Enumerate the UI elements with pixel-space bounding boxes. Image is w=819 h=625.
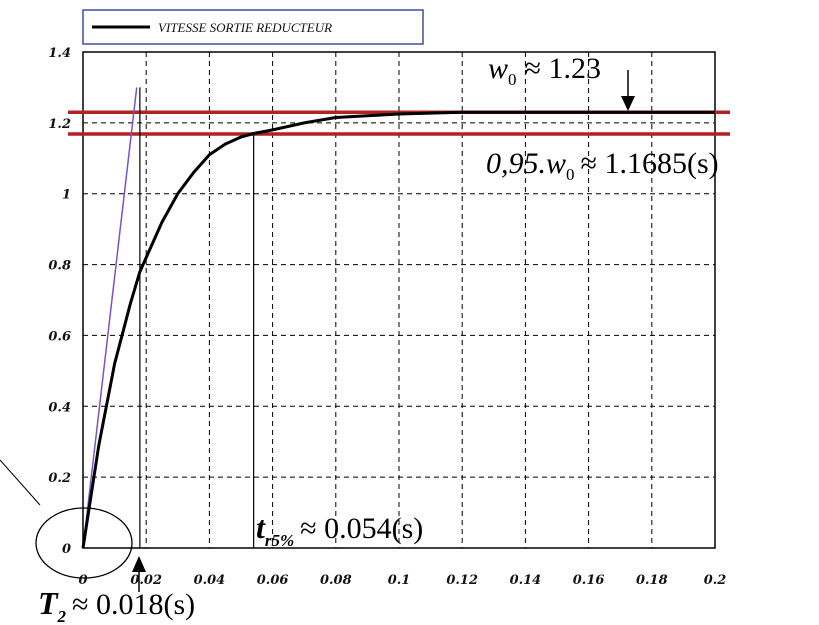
origin-circle — [35, 507, 133, 579]
x-axis-ticks: 0 0.02 0.04 0.06 0.08 0.1 0.12 0.14 0.16 0.18 0.2 — [78, 573, 726, 588]
w0-annotation: w0 ≈ 1.23 — [488, 52, 601, 89]
y-tick-label: 0.2 — [48, 471, 71, 486]
y-tick-label: 1 — [62, 188, 71, 203]
y-tick-label: 0.6 — [48, 329, 71, 344]
x-tick-label: 0.04 — [194, 573, 226, 588]
t2-arrow — [132, 556, 146, 592]
x-tick-label: 0.06 — [257, 573, 289, 588]
x-tick-label: 0.12 — [446, 573, 478, 588]
x-tick-label: 0.16 — [573, 573, 605, 588]
x-tick-label: 0.18 — [636, 573, 668, 588]
y-axis-ticks: 0 0.2 0.4 0.6 0.8 1 1.2 1.4 — [48, 46, 71, 557]
x-tick-label: 0.1 — [388, 573, 411, 588]
y-tick-label: 0 — [62, 542, 71, 557]
w0-arrow — [621, 70, 635, 111]
pointer-line — [0, 459, 41, 506]
x-tick-label: 0 — [78, 573, 87, 588]
tr5-annotation: tr5% ≈ 0.054(s) — [256, 509, 423, 550]
x-tick-label: 0.02 — [130, 573, 162, 588]
y-tick-label: 0.4 — [48, 400, 71, 415]
legend-label: VITESSE SORTIE REDUCTEUR — [158, 20, 332, 35]
x-tick-label: 0.08 — [320, 573, 352, 588]
y-tick-label: 1.4 — [48, 46, 71, 61]
grid-lines — [83, 52, 715, 548]
series-group — [81, 110, 715, 549]
tangent-line — [82, 87, 138, 549]
series-line — [81, 110, 715, 549]
y-tick-label: 0.8 — [48, 259, 71, 274]
band-annotation: 0,95.w0 ≈ 1.1685(s) — [486, 147, 719, 184]
x-tick-label: 0.2 — [704, 573, 727, 588]
legend: VITESSE SORTIE REDUCTEUR — [82, 9, 424, 45]
t2-annotation: T2 ≈ 0.018(s) — [38, 585, 195, 625]
x-tick-label: 0.14 — [510, 573, 542, 588]
y-tick-label: 1.2 — [48, 117, 71, 132]
